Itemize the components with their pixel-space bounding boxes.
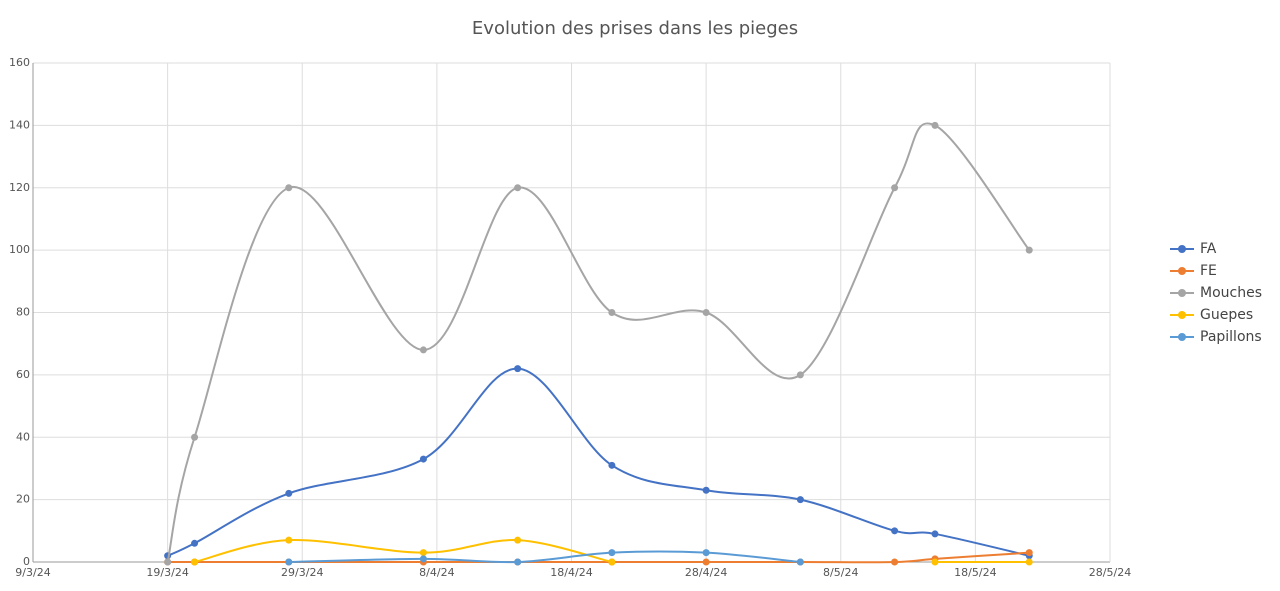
- data-point: [285, 184, 293, 192]
- data-point: [514, 536, 522, 544]
- legend-marker: [1178, 245, 1186, 253]
- x-tick-label: 8/5/24: [823, 566, 858, 579]
- data-point: [608, 558, 616, 566]
- data-point: [608, 549, 616, 557]
- data-point: [164, 558, 172, 566]
- series-line: [167, 367, 1030, 557]
- y-tick-label: 40: [16, 430, 30, 443]
- x-tick-label: 18/5/24: [954, 566, 996, 579]
- legend-marker: [1178, 311, 1186, 319]
- data-point: [285, 536, 293, 544]
- y-tick-label: 80: [16, 306, 30, 319]
- series-line: [288, 550, 801, 564]
- legend-label: FE: [1200, 263, 1217, 279]
- data-point: [608, 309, 616, 316]
- x-tick-label: 18/4/24: [550, 566, 592, 579]
- data-point: [931, 558, 939, 566]
- x-tick-label: 19/3/24: [146, 566, 188, 579]
- series-line: [166, 122, 1031, 563]
- y-tick-label: 160: [9, 56, 30, 69]
- data-point: [796, 558, 804, 566]
- data-point: [891, 527, 899, 535]
- legend-marker: [1178, 289, 1186, 297]
- x-tick-label: 28/5/24: [1089, 566, 1131, 579]
- y-tick-label: 20: [16, 493, 30, 506]
- data-point: [891, 184, 899, 192]
- data-point: [796, 371, 804, 379]
- data-point: [1025, 246, 1033, 254]
- data-point: [191, 539, 199, 547]
- data-point: [191, 433, 199, 441]
- x-tick-label: 9/3/24: [15, 566, 50, 579]
- y-tick-label: 0: [23, 555, 30, 568]
- y-tick-label: 120: [9, 181, 30, 194]
- data-point: [285, 558, 293, 566]
- x-tick-label: 29/3/24: [281, 566, 323, 579]
- y-tick-label: 140: [9, 118, 30, 131]
- data-point: [702, 309, 710, 316]
- data-point: [931, 121, 939, 129]
- data-point: [1025, 549, 1033, 557]
- data-point: [608, 461, 616, 469]
- x-tick-label: 28/4/24: [685, 566, 727, 579]
- legend-label: FA: [1200, 241, 1217, 257]
- legend-marker: [1178, 267, 1186, 275]
- legend-marker: [1178, 333, 1186, 341]
- legend-label: Mouches: [1200, 285, 1262, 301]
- data-point: [796, 496, 804, 504]
- data-point: [419, 555, 427, 563]
- x-tick-label: 8/4/24: [419, 566, 454, 579]
- data-point: [514, 558, 522, 566]
- data-point: [514, 184, 522, 192]
- data-point: [702, 486, 710, 494]
- y-tick-label: 100: [9, 243, 30, 256]
- data-point: [285, 489, 293, 497]
- data-point: [419, 455, 427, 463]
- chart-title: Evolution des prises dans les pieges: [472, 18, 798, 39]
- legend-label: Papillons: [1200, 329, 1262, 345]
- data-point: [191, 558, 199, 566]
- data-point: [1025, 558, 1033, 566]
- data-point: [891, 558, 899, 566]
- legend-label: Guepes: [1200, 307, 1253, 323]
- data-point: [931, 530, 939, 538]
- data-point: [702, 558, 710, 566]
- data-point: [702, 549, 710, 557]
- data-point: [419, 549, 427, 557]
- y-tick-label: 60: [16, 368, 30, 381]
- data-point: [514, 365, 522, 373]
- data-point: [419, 346, 427, 354]
